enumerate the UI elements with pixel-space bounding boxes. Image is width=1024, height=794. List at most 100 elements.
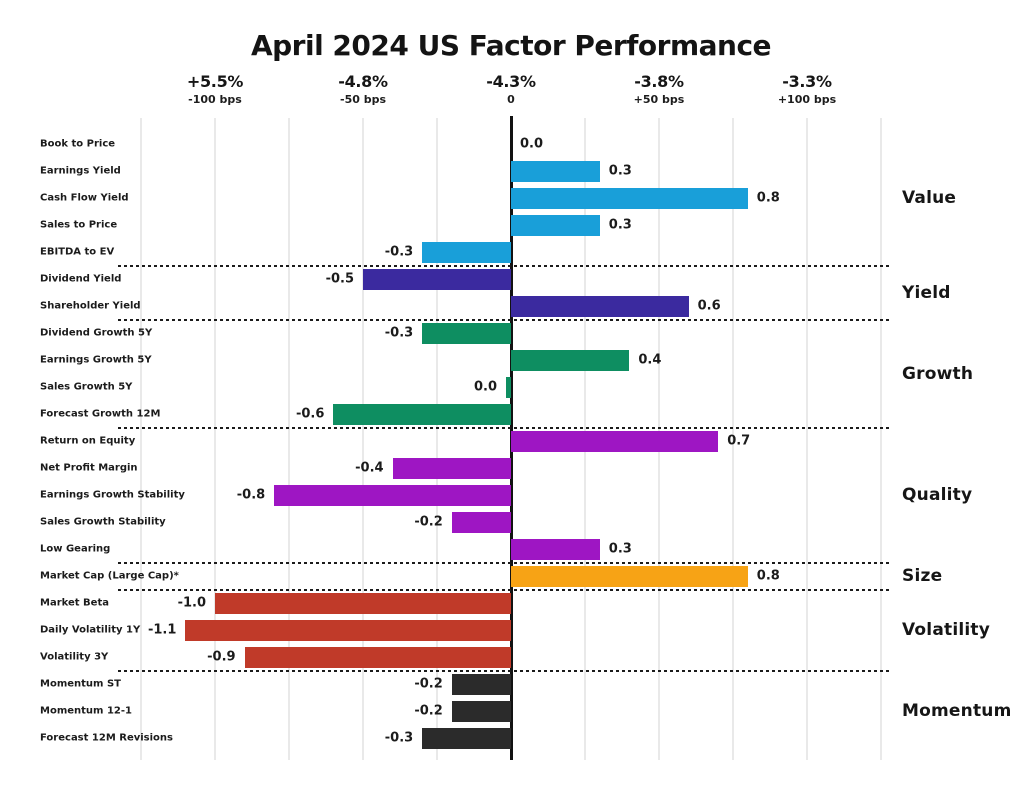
factor-value-label: -0.2 <box>414 514 443 530</box>
category-label-value: Value <box>902 188 957 208</box>
factor-label: Momentum 12-1 <box>40 705 132 717</box>
factor-label: Book to Price <box>40 138 116 150</box>
factor-bar <box>185 619 511 641</box>
category-label-growth: Growth <box>902 363 974 384</box>
factor-label: EBITDA to EV <box>40 246 115 258</box>
factor-bar <box>451 673 511 695</box>
factor-value-label: 0.4 <box>638 352 662 368</box>
factor-label: Cash Flow Yield <box>40 192 129 204</box>
gridline <box>140 118 142 760</box>
factor-bar <box>451 700 511 722</box>
factor-label: Market Beta <box>40 597 109 609</box>
axis-tick-percent-label: +5.5% <box>186 72 244 91</box>
axis-tick: -4.8% -50 bps <box>338 72 388 106</box>
factor-value-label: 0.0 <box>520 136 544 152</box>
axis-tick-percent-label: -4.8% <box>338 72 388 91</box>
axis-tick-percent-label: -4.3% <box>486 72 536 91</box>
factor-bar <box>511 349 630 371</box>
factor-bar <box>451 511 511 533</box>
factor-label: Shareholder Yield <box>40 300 141 312</box>
factor-value-label: -0.5 <box>325 271 354 287</box>
factor-value-label: -0.3 <box>384 244 414 260</box>
gridline <box>214 118 216 760</box>
factor-label: Sales Growth 5Y <box>40 381 133 393</box>
factor-bar <box>363 268 511 290</box>
axis-tick: -3.3% +100 bps <box>778 72 836 106</box>
factor-bar <box>422 322 511 344</box>
factor-label: Sales to Price <box>40 219 118 231</box>
group-divider <box>118 264 890 267</box>
factor-label: Daily Volatility 1Y <box>40 624 141 636</box>
category-label-momentum: Momentum <box>902 701 1012 721</box>
gridline <box>880 118 882 760</box>
axis-tick: -3.8% +50 bps <box>634 72 685 106</box>
factor-bar <box>274 484 511 506</box>
factor-value-label: -0.2 <box>414 703 443 719</box>
factor-value-label: -0.4 <box>355 460 384 476</box>
factor-value-label: 0.0 <box>473 379 497 395</box>
factor-label: Return on Equity <box>40 435 136 447</box>
factor-bar <box>422 241 511 263</box>
factor-label: Forecast Growth 12M <box>40 408 161 420</box>
factor-label: Momentum ST <box>40 678 121 690</box>
factor-label: Volatility 3Y <box>40 651 109 663</box>
factor-bar <box>422 727 511 749</box>
factor-value-label: -1.1 <box>147 622 177 638</box>
factor-value-label: 0.8 <box>756 190 780 206</box>
group-divider <box>118 588 890 591</box>
group-divider <box>118 318 890 321</box>
group-divider <box>118 561 890 564</box>
factor-bar <box>511 538 600 560</box>
axis-tick: +5.5% -100 bps <box>186 72 244 106</box>
gridline <box>288 118 290 760</box>
axis-tick-bps-label: -100 bps <box>188 93 242 106</box>
factor-value-label: 0.8 <box>756 568 780 584</box>
factor-label: Market Cap (Large Cap)* <box>40 570 179 582</box>
factor-value-label: -0.6 <box>295 406 325 422</box>
gridline <box>436 118 438 760</box>
gridline <box>806 118 808 760</box>
factor-bar <box>511 430 719 452</box>
group-divider <box>118 669 890 672</box>
category-label-volatility: Volatility <box>902 620 991 640</box>
category-label-yield: Yield <box>902 282 951 303</box>
factor-value-label: -1.0 <box>177 595 206 611</box>
axis-tick-bps-label: 0 <box>507 93 515 106</box>
factor-label: Sales Growth Stability <box>40 516 166 528</box>
factor-label: Earnings Growth Stability <box>40 489 185 501</box>
gridline <box>362 118 364 760</box>
factor-label: Earnings Yield <box>40 165 121 177</box>
factor-value-label: -0.2 <box>414 676 443 692</box>
factor-label: Low Gearing <box>40 543 111 555</box>
chart-title: April 2024 US Factor Performance <box>250 29 772 62</box>
factor-bar <box>506 376 511 398</box>
factor-bar <box>215 592 511 614</box>
factor-bar <box>511 160 600 182</box>
factor-bar <box>511 214 600 236</box>
factor-label: Dividend Yield <box>40 273 122 285</box>
factor-value-label: 0.3 <box>608 541 632 557</box>
factor-value-label: 0.6 <box>697 298 721 314</box>
factor-bar <box>511 565 748 587</box>
factor-bar <box>333 403 511 425</box>
factor-bar <box>244 646 511 668</box>
axis-tick: -4.3% 0 <box>486 72 536 106</box>
category-label-quality: Quality <box>902 485 973 505</box>
factor-bar <box>511 295 689 317</box>
factor-bar <box>511 187 748 209</box>
factor-label: Dividend Growth 5Y <box>40 327 153 339</box>
axis-tick-percent-label: -3.8% <box>634 72 684 91</box>
factor-label: Net Profit Margin <box>40 462 138 474</box>
factor-bar <box>392 457 511 479</box>
category-label-size: Size <box>902 566 943 586</box>
factor-value-label: 0.3 <box>608 217 632 233</box>
factor-label: Forecast 12M Revisions <box>40 732 173 744</box>
axis-tick-bps-label: +100 bps <box>777 93 837 106</box>
factor-value-label: 0.3 <box>608 163 632 179</box>
factor-value-label: -0.3 <box>384 730 414 746</box>
axis-tick-percent-label: -3.3% <box>782 72 832 91</box>
axis-tick-bps-label: -50 bps <box>340 93 386 106</box>
factor-value-label: -0.3 <box>384 325 414 341</box>
group-divider <box>118 426 890 429</box>
gridline <box>732 118 734 760</box>
